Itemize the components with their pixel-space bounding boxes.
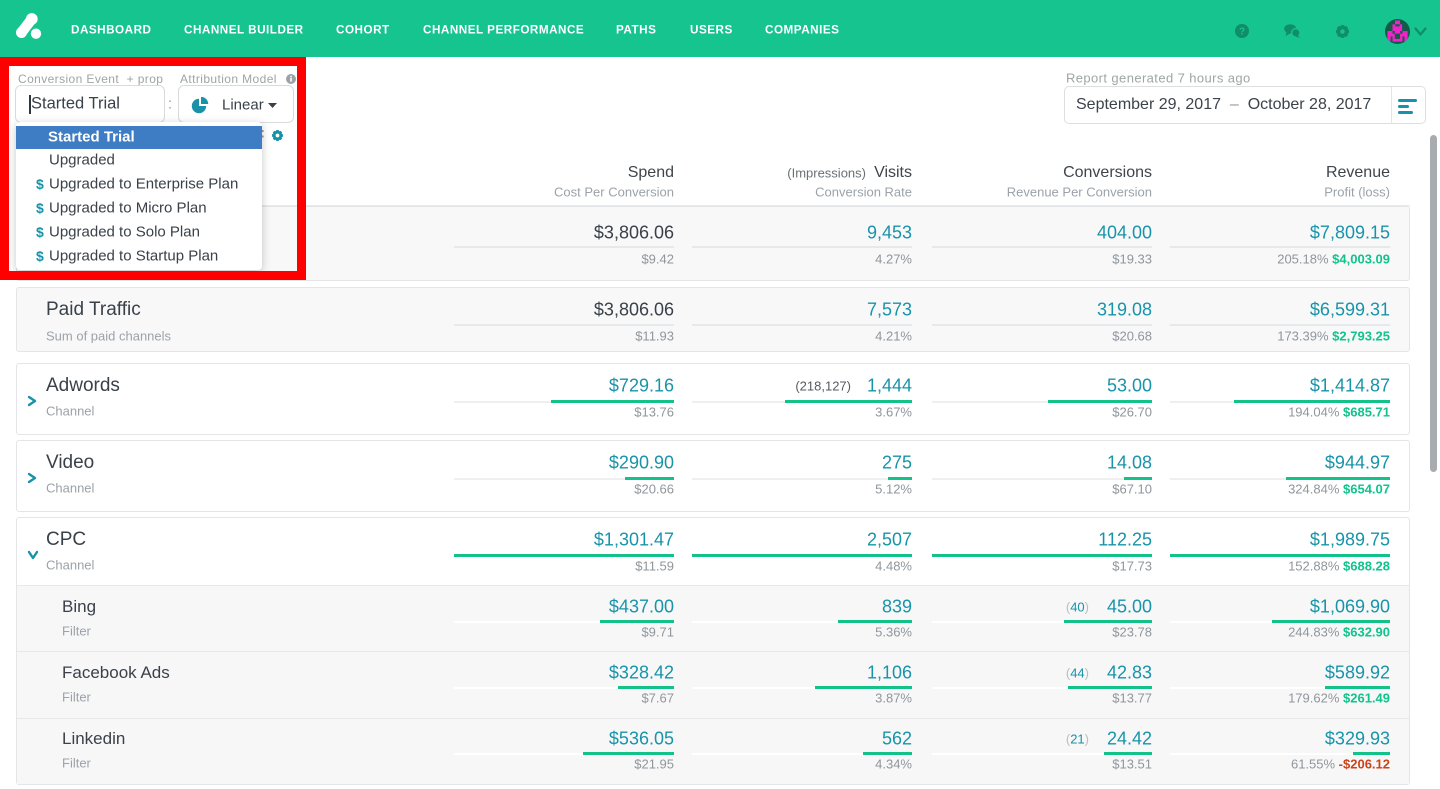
svg-text:?: ? bbox=[1239, 27, 1245, 38]
